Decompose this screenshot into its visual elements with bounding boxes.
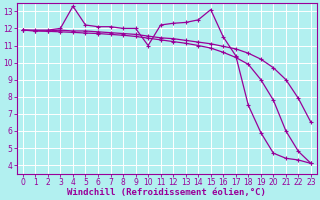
X-axis label: Windchill (Refroidissement éolien,°C): Windchill (Refroidissement éolien,°C) — [68, 188, 266, 197]
